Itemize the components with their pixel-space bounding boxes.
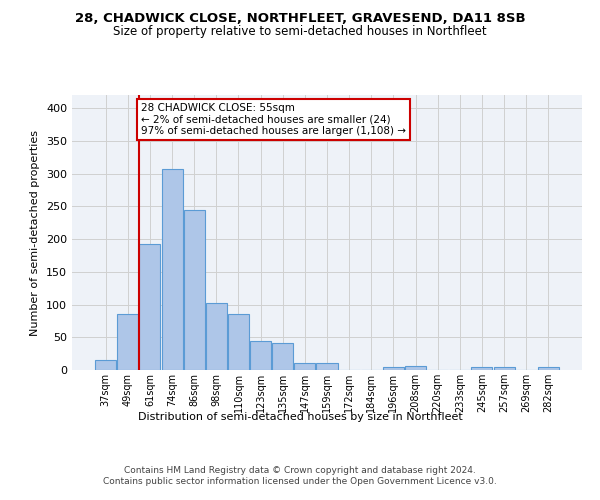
Text: Distribution of semi-detached houses by size in Northfleet: Distribution of semi-detached houses by … — [137, 412, 463, 422]
Text: Contains HM Land Registry data © Crown copyright and database right 2024.: Contains HM Land Registry data © Crown c… — [124, 466, 476, 475]
Text: 28, CHADWICK CLOSE, NORTHFLEET, GRAVESEND, DA11 8SB: 28, CHADWICK CLOSE, NORTHFLEET, GRAVESEN… — [74, 12, 526, 26]
Bar — [184, 210, 205, 370]
Text: Contains public sector information licensed under the Open Government Licence v3: Contains public sector information licen… — [103, 478, 497, 486]
Bar — [295, 364, 316, 370]
Bar — [472, 366, 493, 370]
Bar — [538, 366, 559, 370]
Text: Size of property relative to semi-detached houses in Northfleet: Size of property relative to semi-detach… — [113, 25, 487, 38]
Bar — [118, 314, 139, 370]
Bar — [250, 340, 271, 370]
Bar — [272, 343, 293, 370]
Bar — [316, 364, 338, 370]
Bar — [494, 366, 515, 370]
Bar — [206, 302, 227, 370]
Bar — [383, 366, 404, 370]
Bar — [161, 169, 182, 370]
Bar — [405, 366, 426, 370]
Text: 28 CHADWICK CLOSE: 55sqm
← 2% of semi-detached houses are smaller (24)
97% of se: 28 CHADWICK CLOSE: 55sqm ← 2% of semi-de… — [141, 103, 406, 136]
Bar — [139, 244, 160, 370]
Bar — [228, 314, 249, 370]
Bar — [95, 360, 116, 370]
Y-axis label: Number of semi-detached properties: Number of semi-detached properties — [31, 130, 40, 336]
